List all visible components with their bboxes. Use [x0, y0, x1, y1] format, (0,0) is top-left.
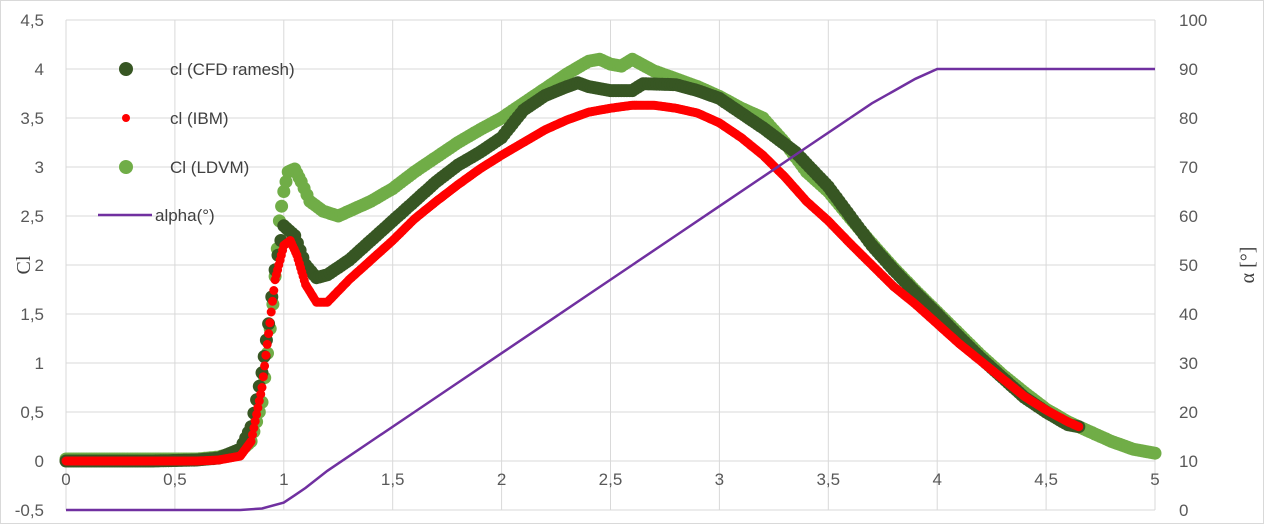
y-tick-label: 1,5: [20, 305, 44, 324]
data-point: [1074, 422, 1084, 432]
data-point: [257, 383, 267, 392]
y2-tick-label: 30: [1179, 354, 1198, 373]
x-tick-label: 5: [1150, 470, 1159, 489]
data-point: [1148, 446, 1162, 460]
y-tick-label: -0,5: [15, 501, 44, 520]
x-tick-label: 2: [497, 470, 506, 489]
data-point: [256, 389, 266, 399]
y2-tick-label: 80: [1179, 109, 1198, 128]
y2-tick-label: 50: [1179, 256, 1198, 275]
data-point: [266, 307, 276, 317]
y2-tick-label: 0: [1179, 501, 1188, 520]
series-line-alpha: [66, 67, 1155, 512]
data-point: [258, 372, 268, 382]
legend-label-alpha: alpha(°): [155, 206, 215, 225]
y-tick-label: 3,5: [20, 109, 44, 128]
y-tick-label: 4: [35, 60, 44, 79]
data-point: [275, 199, 289, 213]
data-point: [254, 396, 264, 406]
data-point: [277, 185, 291, 198]
x-tick-label: 4: [932, 470, 941, 489]
y2-tick-label: 40: [1179, 305, 1198, 324]
x-tick-label: 2,5: [599, 470, 623, 489]
y-tick-label: 0,5: [20, 403, 44, 422]
data-point: [253, 403, 263, 413]
y2-tick-label: 10: [1179, 452, 1198, 471]
x-tick-labels: 0 0,5 1 1,5 2 2,5 3 3,5 4 4,5 5: [61, 470, 1159, 489]
y2-tick-label: 90: [1179, 60, 1198, 79]
y2-tick-label: 100: [1179, 11, 1207, 30]
y2-axis-title: α [°]: [1237, 247, 1259, 284]
data-point: [262, 339, 272, 349]
legend-label-cl-ldvm: Cl (LDVM): [170, 158, 249, 177]
legend: cl (CFD ramesh) cl (IBM) Cl (LDVM) alpha(°): [98, 60, 295, 225]
y-tick-label: 2: [35, 256, 44, 275]
legend-swatch-cl-ibm: [122, 114, 130, 122]
data-point: [268, 296, 277, 306]
series-group: [59, 52, 1162, 512]
legend-label-cl-ibm: cl (IBM): [170, 109, 229, 128]
y2-tick-label: 20: [1179, 403, 1198, 422]
x-tick-label: 0: [61, 470, 70, 489]
y2-tick-label: 60: [1179, 207, 1198, 226]
x-tick-label: 3,5: [816, 470, 840, 489]
series-cl-ibm: [61, 100, 1084, 466]
y-tick-label: 0: [35, 452, 44, 471]
x-tick-label: 3: [715, 470, 724, 489]
x-tick-label: 0,5: [163, 470, 187, 489]
data-point: [249, 423, 259, 433]
x-tick-label: 1: [279, 470, 288, 489]
data-point: [250, 416, 260, 426]
legend-label-cl-cfd-ramesh: cl (CFD ramesh): [170, 60, 295, 79]
legend-swatch-cl-cfd-ramesh: [119, 62, 133, 76]
y-tick-label: 4,5: [20, 11, 44, 30]
data-point: [269, 286, 279, 295]
y-tick-label: 1: [35, 354, 44, 373]
data-point: [264, 329, 274, 339]
data-point: [248, 430, 257, 440]
x-tick-label: 4,5: [1034, 470, 1058, 489]
data-point: [261, 350, 271, 360]
x-tick-label: 1,5: [381, 470, 405, 489]
data-point: [246, 436, 256, 446]
legend-swatch-cl-ldvm: [119, 160, 133, 174]
y-tick-labels: -0,5 0 0,5 1 1,5 2 2,5 3 3,5 4 4,5: [15, 11, 44, 520]
series-alpha: [66, 67, 1155, 512]
y-tick-label: 3: [35, 158, 44, 177]
y2-tick-labels: 0 10 20 30 40 50 60 70 80 90 100: [1179, 11, 1207, 520]
y-tick-label: 2,5: [20, 207, 44, 226]
data-point: [260, 361, 270, 371]
data-point: [265, 318, 275, 328]
data-point: [279, 175, 293, 189]
data-point: [252, 409, 262, 419]
y2-tick-label: 70: [1179, 158, 1198, 177]
y-axis-title: Cl: [13, 255, 35, 274]
